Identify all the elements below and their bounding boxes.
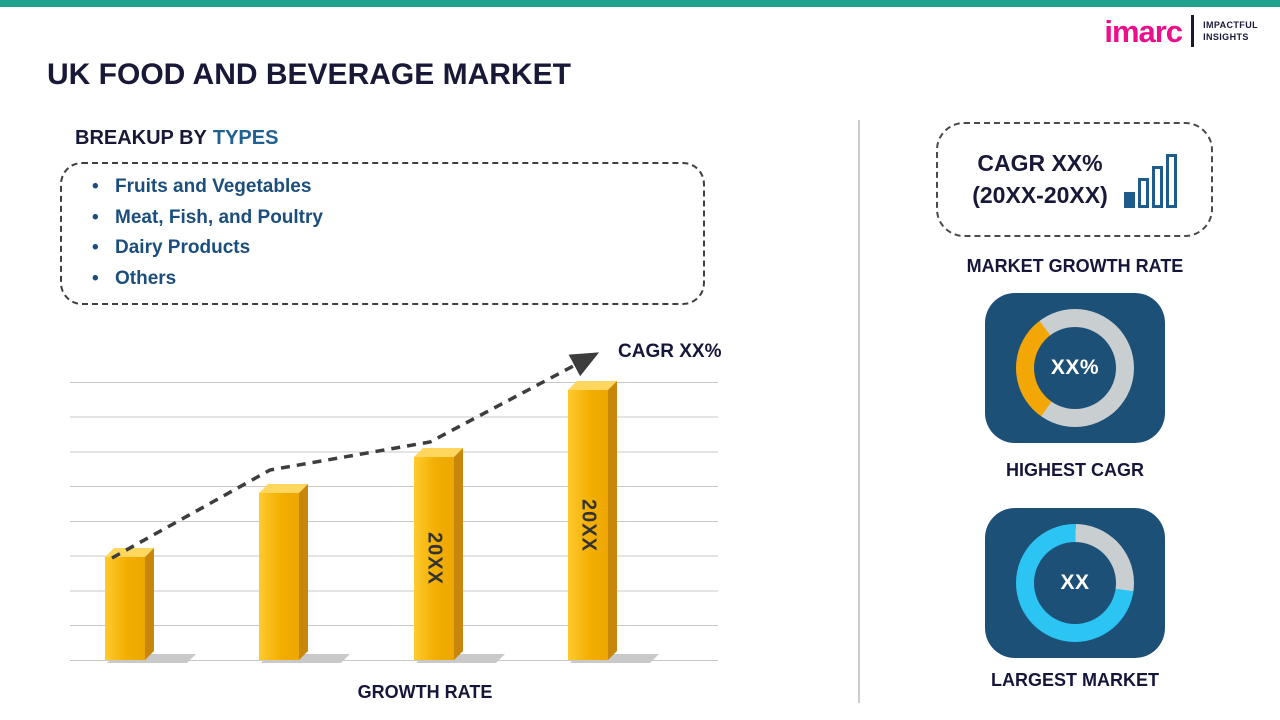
breakup-section-heading: BREAKUP BY TYPES: [75, 127, 278, 150]
donut-largest: XX: [1016, 524, 1134, 642]
top-accent-bar: [0, 0, 1280, 7]
cagr-card-text: CAGR XX% (20XX-20XX): [972, 148, 1108, 210]
bar-body: [105, 557, 145, 660]
bar-label: 20XX: [423, 532, 446, 585]
page-title: UK FOOD AND BEVERAGE MARKET: [47, 58, 571, 91]
section-divider: [858, 120, 860, 703]
bar-label: 20XX: [577, 498, 600, 552]
cagr-trend-label: CAGR XX%: [618, 341, 722, 362]
bar-label: [105, 557, 145, 660]
breakup-list-box: Fruits and Vegetables Meat, Fish, and Po…: [60, 162, 705, 305]
growth-bar-glyph: [1151, 165, 1163, 208]
market-growth-rate-label: MARKET GROWTH RATE: [966, 256, 1184, 276]
imarc-logo: imarc IMPACTFUL INSIGHTS: [1104, 15, 1258, 47]
bar-body: 20XX: [414, 457, 454, 660]
brand-tagline: IMPACTFUL INSIGHTS: [1203, 19, 1258, 43]
chart-gridlines: [70, 382, 718, 662]
list-item: Dairy Products: [62, 233, 703, 264]
growth-bars-icon: [1123, 152, 1177, 208]
cagr-card: CAGR XX% (20XX-20XX): [936, 122, 1213, 237]
largest-market-tile: XX: [985, 508, 1165, 658]
growth-bar-glyph: [1165, 153, 1177, 208]
highest-cagr-label: HIGHEST CAGR: [1005, 460, 1144, 480]
donut-center-value: XX: [1034, 542, 1116, 624]
donut-center-value: XX%: [1034, 327, 1116, 409]
breakup-heading-prefix: BREAKUP BY: [75, 127, 207, 149]
largest-market-label: LARGEST MARKET: [991, 670, 1159, 690]
bar-body: [259, 493, 299, 660]
brand-divider: [1191, 15, 1195, 47]
list-item: Others: [62, 264, 703, 295]
highest-cagr-tile: XX%: [985, 293, 1165, 443]
bar-label: [259, 493, 299, 660]
cagr-card-line2: (20XX-20XX): [972, 181, 1108, 208]
chart-caption: GROWTH RATE: [357, 682, 493, 702]
bar-body: 20XX: [568, 390, 608, 660]
growth-bar-glyph: [1123, 191, 1135, 208]
donut-highest: XX%: [1016, 309, 1134, 427]
breakup-heading-highlight: TYPES: [212, 127, 279, 149]
growth-bar-chart: 20XX 20XX CAGR XX% GROWTH RATE: [65, 330, 725, 702]
brand-name-text: imarc: [1104, 13, 1183, 49]
growth-bar-glyph: [1137, 177, 1149, 208]
brand-tagline-line2: INSIGHTS: [1203, 32, 1249, 42]
brand-tagline-line1: IMPACTFUL: [1203, 19, 1258, 30]
cagr-card-line1: CAGR XX%: [977, 150, 1103, 177]
list-item: Fruits and Vegetables: [62, 172, 703, 203]
breakup-list: Fruits and Vegetables Meat, Fish, and Po…: [62, 172, 703, 294]
list-item: Meat, Fish, and Poultry: [62, 203, 703, 234]
